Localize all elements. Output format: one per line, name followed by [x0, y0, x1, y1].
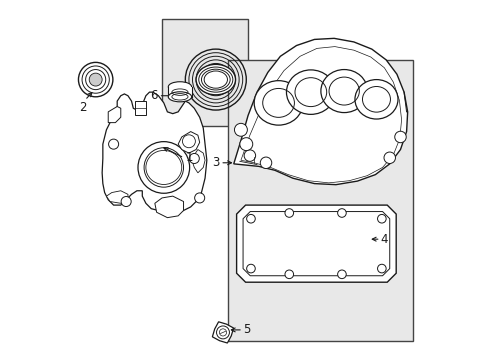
Circle shape [246, 215, 255, 223]
Ellipse shape [286, 70, 335, 114]
Circle shape [285, 270, 293, 279]
Bar [162, 19, 247, 126]
Text: 5: 5 [243, 323, 250, 336]
Circle shape [246, 264, 255, 273]
Polygon shape [236, 205, 395, 282]
Circle shape [394, 131, 406, 143]
Circle shape [383, 152, 395, 163]
Circle shape [239, 138, 252, 150]
Circle shape [337, 270, 346, 279]
Circle shape [377, 264, 386, 273]
Circle shape [121, 197, 131, 207]
Ellipse shape [168, 82, 191, 92]
Ellipse shape [254, 81, 303, 125]
Text: 1: 1 [185, 151, 192, 164]
Bar [228, 60, 412, 341]
Polygon shape [212, 322, 233, 343]
Circle shape [244, 150, 255, 161]
Circle shape [260, 157, 271, 168]
Ellipse shape [196, 64, 235, 95]
Circle shape [189, 153, 199, 163]
Text: 4: 4 [380, 233, 387, 246]
Polygon shape [155, 196, 183, 218]
Circle shape [194, 193, 204, 203]
Bar [168, 87, 191, 97]
Circle shape [285, 209, 293, 217]
Ellipse shape [168, 92, 191, 102]
Polygon shape [108, 107, 121, 123]
Polygon shape [106, 191, 128, 203]
Polygon shape [102, 92, 206, 212]
Circle shape [234, 123, 247, 136]
Polygon shape [192, 149, 204, 173]
Ellipse shape [320, 69, 367, 113]
Circle shape [108, 139, 119, 149]
Bar [135, 101, 145, 116]
Polygon shape [233, 39, 407, 185]
Polygon shape [178, 132, 199, 153]
Text: 6: 6 [150, 89, 158, 102]
Circle shape [216, 326, 229, 339]
Circle shape [337, 209, 346, 217]
Circle shape [377, 215, 386, 223]
Circle shape [89, 73, 102, 86]
Text: 2: 2 [79, 101, 86, 114]
Circle shape [138, 141, 189, 193]
Ellipse shape [354, 80, 397, 119]
Text: 3: 3 [212, 156, 219, 169]
Circle shape [78, 62, 113, 97]
